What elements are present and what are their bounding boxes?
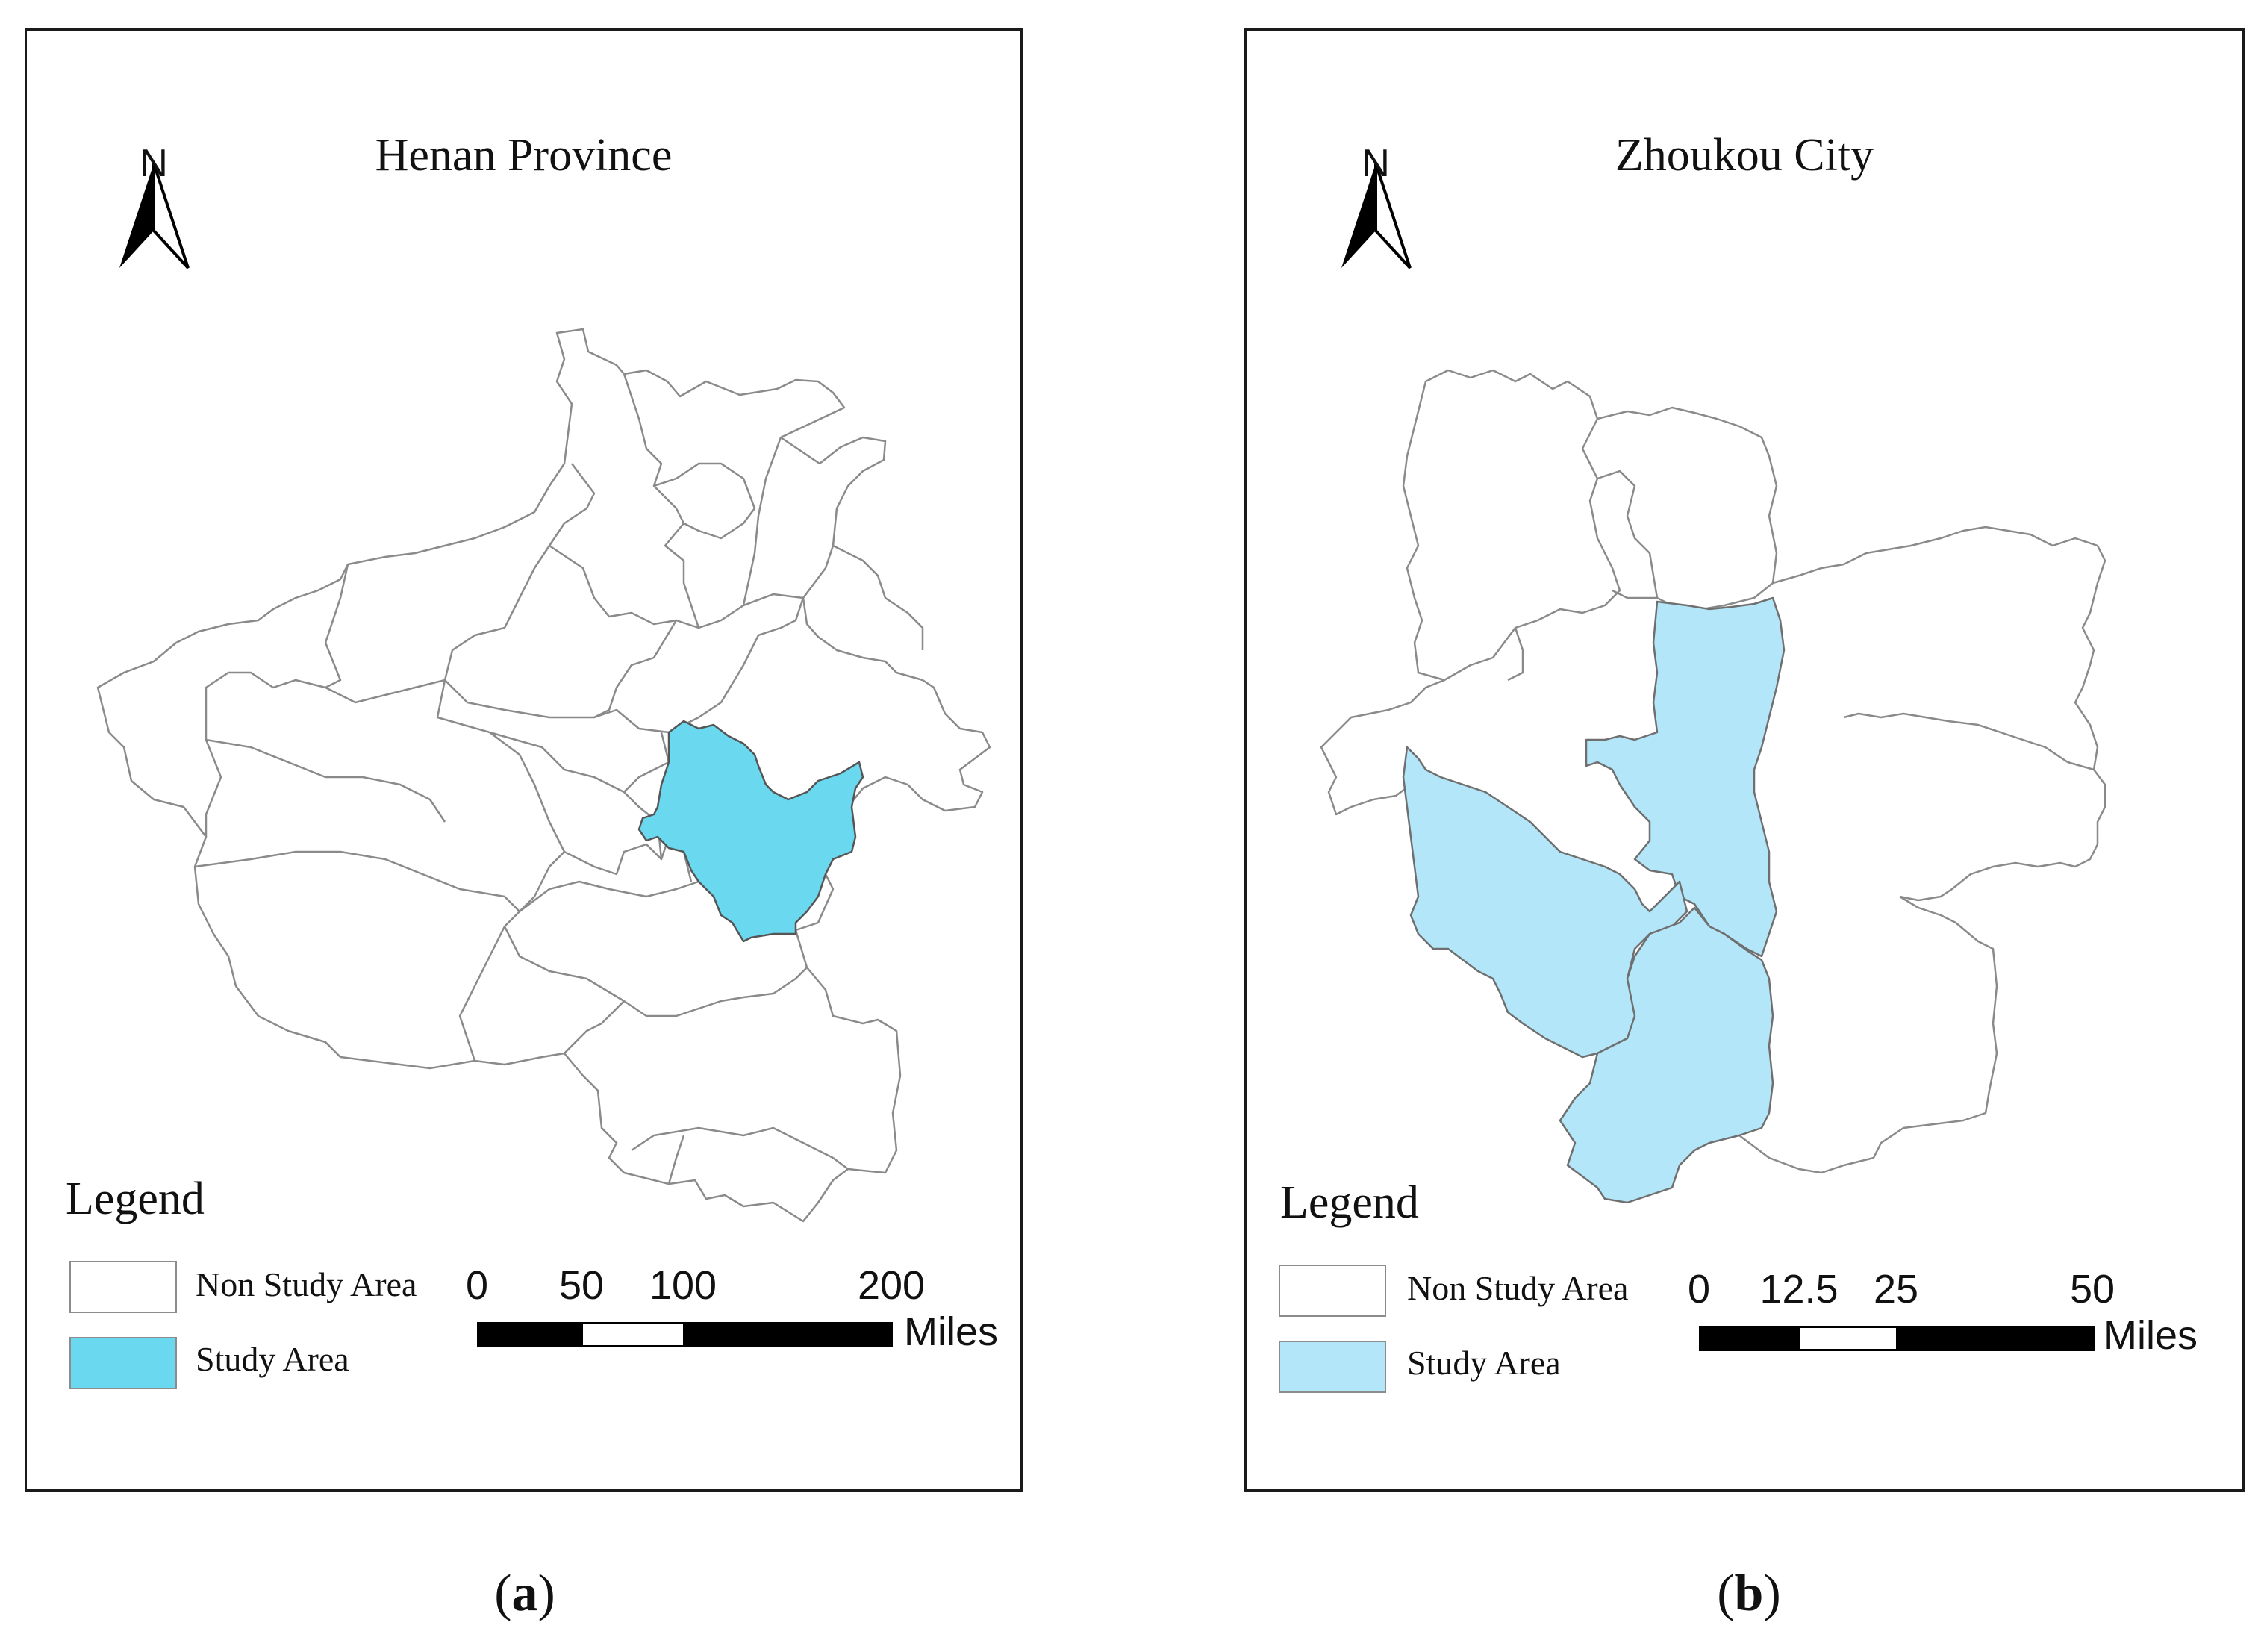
scale-segment	[1699, 1326, 1800, 1351]
county-e	[1899, 769, 2106, 902]
map-panel-zhoukou: Zhoukou City N Legend Non Study Area Stu…	[1244, 28, 2245, 1492]
scale-unit: Miles	[904, 1309, 999, 1354]
scale-tick-label: 50	[558, 1263, 605, 1308]
map-title: Zhoukou City	[1615, 130, 1874, 181]
legend-label-study: Study Area	[1407, 1344, 1561, 1382]
scale-tick-label: 25	[1873, 1267, 1919, 1312]
map-title: Henan Province	[375, 130, 673, 181]
zhoukou-map-svg	[1320, 163, 2106, 1204]
scale-tick-label: 0	[1687, 1267, 1711, 1312]
scale-tick-label: 200	[857, 1263, 926, 1308]
henan-boundaries	[96, 328, 991, 1223]
county-w	[1320, 679, 1445, 816]
legend-swatch-study	[69, 1337, 177, 1389]
study-area-counties	[1402, 596, 1786, 1204]
scale-segment	[1798, 1326, 1898, 1351]
legend-swatch-study	[1279, 1341, 1386, 1393]
henan-map-svg	[96, 163, 991, 1223]
county-ne	[1772, 526, 2106, 770]
scale-segment	[581, 1322, 685, 1347]
caption-letter: b	[1734, 1565, 1764, 1622]
scale-tick-label: 12.5	[1759, 1267, 1839, 1312]
scale-unit: Miles	[2104, 1313, 2198, 1358]
scale-segment	[683, 1322, 893, 1347]
legend-label-study: Study Area	[196, 1340, 349, 1378]
legend-label-non-study: Non Study Area	[196, 1265, 417, 1303]
scale-tick-label: 0	[465, 1263, 489, 1308]
zhoukou-boundaries	[1320, 369, 2106, 1174]
study-county-south	[1559, 906, 1774, 1204]
county-n	[1597, 406, 1778, 611]
county-se	[1738, 895, 1998, 1174]
north-arrow-icon	[1341, 163, 1412, 269]
henan-outline	[96, 328, 991, 1223]
north-label: N	[1362, 142, 1390, 185]
legend-label-non-study: Non Study Area	[1407, 1269, 1629, 1307]
legend-title: Legend	[66, 1173, 205, 1224]
map-panel-henan: Henan Province N Legend Non Study Area S…	[25, 28, 1023, 1492]
study-area-zhoukou	[637, 720, 864, 943]
scale-segment	[1896, 1326, 2095, 1351]
north-label: N	[140, 142, 168, 185]
caption-a: (a)	[494, 1565, 555, 1622]
legend-title: Legend	[1280, 1177, 1419, 1228]
caption-letter: a	[511, 1565, 538, 1622]
scale-tick-label: 100	[649, 1263, 717, 1308]
legend-swatch-non-study	[69, 1261, 177, 1313]
north-arrow-icon	[119, 163, 190, 269]
caption-b: (b)	[1717, 1565, 1781, 1622]
scale-segment	[477, 1322, 583, 1347]
legend-swatch-non-study	[1279, 1265, 1386, 1317]
county-nw	[1402, 369, 1621, 682]
scale-tick-label: 50	[2069, 1267, 2115, 1312]
